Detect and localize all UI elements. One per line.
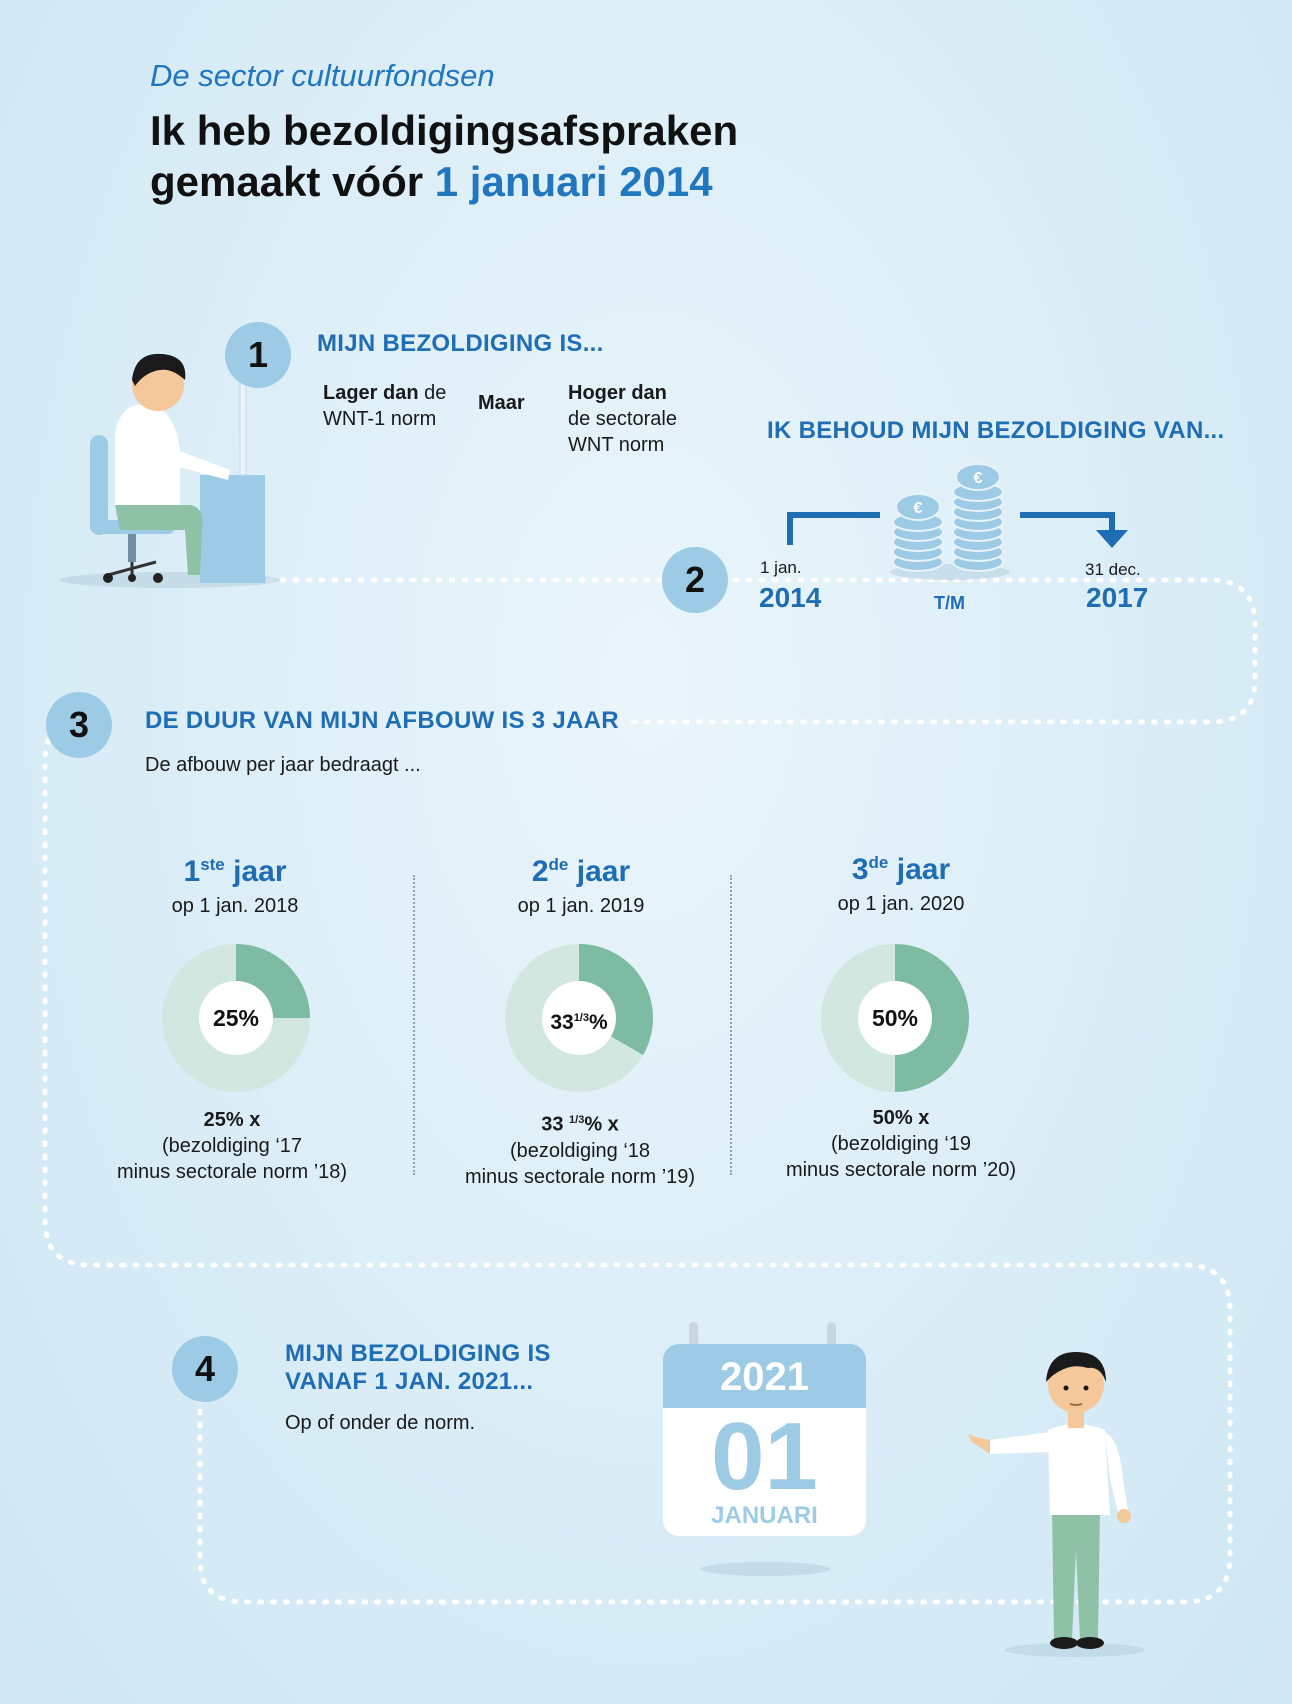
year-3-formula: 50% x (bezoldiging ‘19 minus sectorale n… [761, 1105, 1041, 1183]
timeline-end-label: 31 dec. [1085, 560, 1141, 579]
calendar-year: 2021 [720, 1355, 809, 1399]
year-3-formula-line-3: minus sectorale norm ’20) [785, 1159, 1017, 1181]
year-1-date: op 1 jan. 2018 [171, 895, 299, 917]
year-3-donut: 50% [820, 943, 970, 1093]
year-2-formula-end: % x [584, 1113, 619, 1136]
year-1-title: 1ste jaar [95, 855, 375, 889]
person-at-desk-illustration [60, 353, 280, 588]
title-line-1: Ik heb bezoldigingsafspraken [150, 107, 739, 154]
step-3-heading: DE DUUR VAN MIJN AFBOUW IS 3 JAAR [145, 707, 619, 734]
calendar-shadow [700, 1562, 830, 1576]
step-1-right-text: Hoger dan de sectorale WNT norm [568, 380, 677, 458]
year-2-column: 2de jaar op 1 jan. 2019 [441, 855, 721, 918]
year-2-donut: 331/3% [504, 943, 654, 1093]
calendar-icon: 2021 01 JANUARI [663, 1322, 866, 1537]
title-line-2: gemaakt vóór 1 januari 2014 [150, 156, 738, 207]
step-1-badge: 1 [225, 322, 291, 388]
timeline-arrow [787, 512, 1128, 548]
year-2-sup: de [548, 855, 569, 874]
donut-hole [858, 981, 932, 1055]
donut-hole [199, 981, 273, 1055]
right-rest-2: WNT norm [568, 434, 665, 456]
year-1-donut-label: 25% [212, 1005, 260, 1031]
standing-person-illustration [968, 1352, 1145, 1657]
step-2-heading: IK BEHOUD MIJN BEZOLDIGING VAN... [767, 417, 1225, 444]
column-divider-1 [413, 875, 415, 1175]
calendar-ring-right [827, 1322, 836, 1360]
step-4-heading-line-1: MIJN BEZOLDIGING IS [285, 1340, 551, 1367]
year-2-date: op 1 jan. 2019 [517, 895, 645, 917]
year-1-formula-line-1: 25% x [203, 1109, 261, 1131]
year-3-title: 3de jaar [761, 853, 1041, 887]
left-rest-1: de [418, 382, 447, 404]
page-title: Ik heb bezoldigingsafspraken gemaakt vóó… [150, 105, 738, 207]
calendar-body: 01 JANUARI [663, 1408, 866, 1536]
year-2-label-main: 33 [550, 1011, 574, 1034]
year-3-sup: de [868, 853, 889, 872]
year-2-num: 2 [531, 855, 549, 888]
step-4-badge: 4 [172, 1336, 238, 1402]
step-3-badge: 3 [46, 692, 112, 758]
step-4-heading: MIJN BEZOLDIGING IS VANAF 1 JAN. 2021... [285, 1340, 551, 1396]
step-1-heading: MIJN BEZOLDIGING IS... [317, 330, 604, 357]
calendar-month: JANUARI [711, 1502, 818, 1529]
year-2-donut-chart [505, 944, 653, 1092]
year-1-sup: ste [200, 855, 225, 874]
timeline-start-year: 2014 [759, 582, 822, 613]
year-3-donut-label: 50% [871, 1005, 919, 1031]
year-1-word: jaar [233, 855, 287, 888]
year-1-formula-line-3: minus sectorale norm ’18) [116, 1161, 348, 1183]
euro-symbol-2: € [974, 470, 983, 487]
year-2-formula: 33 1/3% x (bezoldiging ‘18 minus sectora… [440, 1107, 720, 1190]
step-4-text: Op of onder de norm. [285, 1412, 476, 1434]
step-1-left-text: Lager dan de WNT-1 norm [323, 380, 446, 432]
right-bold: Hoger dan [568, 382, 667, 404]
year-3-num: 3 [851, 853, 869, 886]
title-highlight: 1 januari 2014 [434, 158, 713, 205]
timeline-end-year: 2017 [1086, 582, 1149, 613]
year-3-donut-chart [821, 944, 969, 1092]
year-2-label-sup: 1/3 [573, 1012, 589, 1024]
year-2-formula-line-1: 33 1/3% x [440, 1107, 720, 1138]
coin-stacks-icon: € € [890, 463, 1010, 580]
timeline-middle-label: T/M [934, 593, 965, 613]
year-3-formula-line-1: 50% x [872, 1107, 930, 1129]
year-3-column: 3de jaar op 1 jan. 2020 [761, 853, 1041, 916]
title-prefix: gemaakt vóór [150, 158, 424, 205]
year-2-formula-main: 33 [541, 1113, 564, 1136]
calendar-day: 01 [711, 1403, 818, 1510]
step-4-heading-line-2: VANAF 1 JAN. 2021... [285, 1368, 534, 1395]
year-2-formula-line-3: minus sectorale norm ’19) [464, 1165, 696, 1188]
page-subtitle: De sector cultuurfondsen [150, 58, 495, 93]
year-3-date: op 1 jan. 2020 [837, 893, 965, 915]
year-3-formula-line-2: (bezoldiging ‘19 [830, 1133, 972, 1155]
year-2-formula-sup: 1/3 [569, 1114, 585, 1126]
timeline-start-label: 1 jan. [760, 558, 802, 577]
right-rest-1: de sectorale [568, 408, 677, 430]
year-2-donut-label: 331/3% [504, 943, 654, 1098]
column-divider-2 [730, 875, 732, 1175]
year-2-label-end: % [588, 1011, 608, 1034]
calendar-header: 2021 [663, 1344, 866, 1408]
year-1-column: 1ste jaar op 1 jan. 2018 [95, 855, 375, 918]
left-rest-2: WNT-1 norm [323, 408, 437, 430]
euro-symbol-1: € [914, 500, 923, 517]
year-2-formula-line-2: (bezoldiging ‘18 [509, 1139, 651, 1162]
year-1-formula: 25% x (bezoldiging ‘17 minus sectorale n… [92, 1107, 372, 1185]
year-3-word: jaar [896, 853, 951, 886]
year-2-title: 2de jaar [441, 855, 721, 889]
left-bold: Lager dan [323, 382, 419, 404]
step-2-badge: 2 [662, 547, 728, 613]
step-3-intro: De afbouw per jaar bedraagt ... [145, 754, 421, 776]
year-1-donut-chart [162, 944, 310, 1092]
year-2-word: jaar [576, 855, 631, 888]
step-1-middle-text: Maar [478, 392, 525, 414]
year-1-formula-line-2: (bezoldiging ‘17 [161, 1135, 303, 1157]
calendar-ring-left [689, 1322, 698, 1360]
year-1-num: 1 [183, 855, 201, 888]
year-1-donut: 25% [161, 943, 311, 1093]
donut-hole [542, 981, 616, 1055]
